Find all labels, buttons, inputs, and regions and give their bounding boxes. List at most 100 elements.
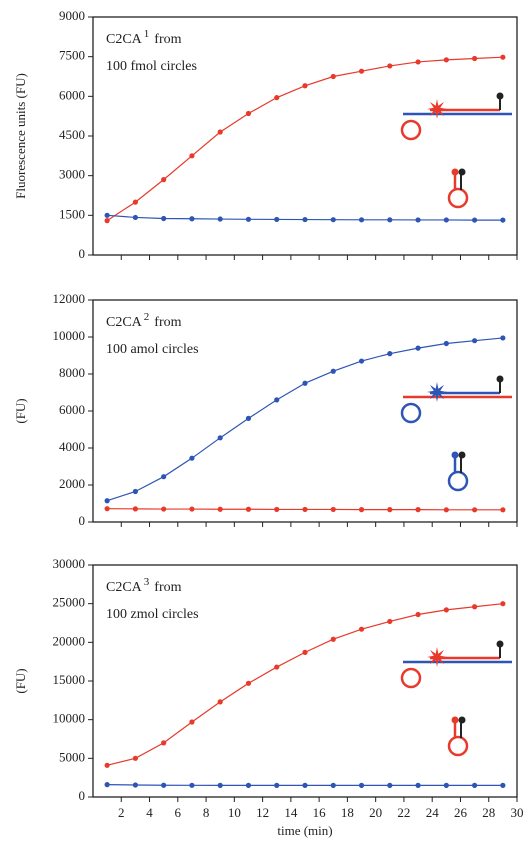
data-point [415, 782, 421, 789]
y-tick-label: 9000 [59, 8, 85, 23]
data-point [443, 507, 449, 513]
data-point [500, 601, 506, 607]
rca-circle-icon [400, 667, 422, 689]
series-line [106, 603, 503, 766]
data-point [443, 217, 449, 223]
x-tick-label: 14 [284, 805, 298, 820]
data-point [274, 506, 280, 513]
data-point [330, 368, 336, 374]
data-point [500, 217, 506, 223]
data-point [330, 73, 336, 80]
data-point [472, 782, 478, 789]
data-point [132, 782, 138, 788]
data-point [443, 782, 449, 789]
x-tick-label: 28 [482, 805, 495, 820]
data-point [302, 83, 308, 89]
data-point [330, 636, 336, 642]
hairpin-loop-icon [447, 187, 469, 209]
data-point [415, 611, 421, 618]
rca-circle-icon [400, 119, 422, 141]
data-point [500, 335, 506, 341]
data-point [274, 782, 280, 789]
data-point [161, 740, 167, 746]
annotation-superscript: 1 [144, 28, 150, 40]
data-point [132, 214, 138, 221]
y-tick-label: 4000 [59, 439, 85, 454]
annotation-superscript: 3 [144, 576, 150, 588]
series-line [106, 337, 503, 502]
data-point [302, 506, 308, 513]
data-point [104, 782, 110, 788]
data-point [104, 762, 110, 768]
annotation-text: C2CA [106, 315, 143, 330]
annotation-line2: 100 zmol circles [106, 607, 199, 622]
hairpin-loop-icon [447, 470, 469, 492]
data-point [472, 55, 478, 62]
fluorophore-icon [451, 716, 459, 724]
data-point [472, 604, 478, 610]
annotation-line2: 100 fmol circles [106, 59, 197, 74]
y-tick-label: 0 [79, 788, 86, 803]
data-point [500, 507, 506, 513]
y-tick-label: 3000 [59, 167, 85, 182]
series-line [106, 56, 503, 222]
quencher-icon [458, 168, 466, 176]
fluorophore-icon [427, 647, 447, 667]
data-point [358, 217, 365, 223]
annotation-line2: 100 amol circles [106, 342, 199, 357]
data-point [217, 216, 223, 222]
quencher-icon [458, 451, 466, 459]
data-point [472, 507, 478, 513]
y-axis-label: (FU) [13, 398, 28, 423]
plot-frame [92, 564, 518, 798]
data-point [274, 216, 280, 223]
data-point [330, 217, 336, 223]
data-point [217, 782, 223, 789]
data-point [104, 212, 110, 218]
quencher-icon [458, 716, 466, 724]
x-tick-label: 6 [175, 805, 182, 820]
data-point [217, 506, 223, 512]
quencher-icon [496, 92, 504, 100]
data-point [161, 474, 167, 480]
data-point [472, 217, 478, 223]
x-tick-label: 24 [426, 805, 440, 820]
data-point [104, 506, 110, 512]
data-point [415, 59, 421, 65]
data-point [443, 607, 449, 613]
y-tick-label: 10000 [53, 711, 86, 726]
y-axis-label: (FU) [13, 668, 28, 693]
annotation-text: C2CA [106, 32, 143, 47]
annotation-suffix: from [154, 315, 181, 330]
x-tick-label: 18 [341, 805, 354, 820]
y-tick-label: 5000 [59, 749, 85, 764]
data-point [330, 506, 336, 513]
annotation: C2CA 2 from [106, 311, 182, 331]
y-axis-label: Fluorescence units (FU) [13, 73, 28, 199]
data-point [415, 345, 421, 351]
data-point [245, 216, 252, 222]
data-point [358, 782, 365, 789]
y-tick-label: 6000 [59, 87, 85, 102]
annotation: C2CA 1 from [106, 28, 182, 48]
y-tick-label: 25000 [53, 595, 86, 610]
data-point [387, 618, 393, 625]
data-point [443, 57, 449, 63]
y-tick-label: 15000 [53, 672, 86, 687]
data-point [274, 664, 280, 670]
data-point [217, 435, 223, 441]
annotation-superscript: 2 [144, 311, 150, 323]
x-axis-label: time (min) [277, 823, 332, 838]
data-point [104, 498, 110, 504]
data-point [189, 719, 195, 725]
data-point [302, 782, 308, 789]
y-tick-label: 0 [79, 513, 86, 528]
data-point [217, 699, 223, 705]
data-point [358, 68, 365, 74]
data-point [387, 782, 393, 789]
data-point [161, 177, 167, 183]
data-point [132, 199, 138, 205]
data-point [245, 415, 252, 421]
data-point [415, 217, 421, 223]
